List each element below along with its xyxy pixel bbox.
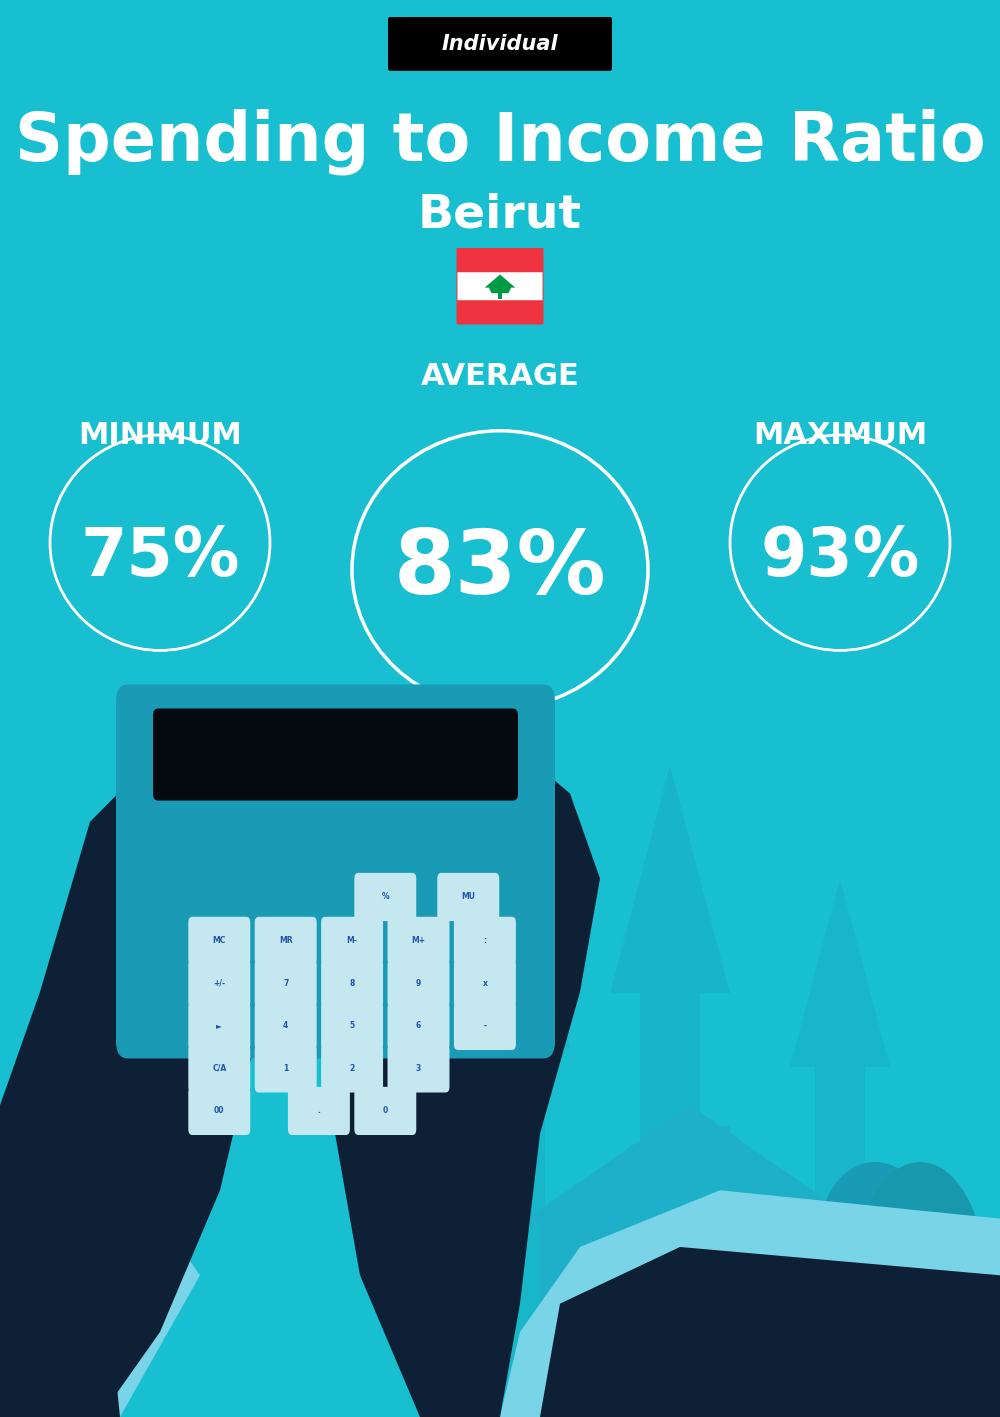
FancyBboxPatch shape bbox=[388, 17, 612, 71]
FancyBboxPatch shape bbox=[664, 1323, 682, 1380]
Text: 7: 7 bbox=[283, 979, 288, 988]
FancyBboxPatch shape bbox=[354, 1087, 416, 1135]
Text: MU: MU bbox=[461, 893, 475, 901]
FancyBboxPatch shape bbox=[288, 1087, 350, 1135]
FancyBboxPatch shape bbox=[454, 959, 516, 1007]
FancyBboxPatch shape bbox=[188, 1002, 250, 1050]
Text: 8: 8 bbox=[349, 979, 355, 988]
Text: MINIMUM: MINIMUM bbox=[78, 421, 242, 449]
Text: ►: ► bbox=[216, 1022, 222, 1030]
FancyBboxPatch shape bbox=[678, 1323, 696, 1380]
FancyBboxPatch shape bbox=[321, 917, 383, 965]
Text: C/A: C/A bbox=[212, 1064, 226, 1073]
Text: 00: 00 bbox=[214, 1107, 225, 1115]
Text: +/-: +/- bbox=[213, 979, 225, 988]
Text: 4: 4 bbox=[283, 1022, 288, 1030]
Text: Individual: Individual bbox=[442, 34, 558, 54]
Ellipse shape bbox=[820, 1162, 930, 1304]
FancyBboxPatch shape bbox=[454, 1002, 516, 1050]
Text: Spending to Income Ratio: Spending to Income Ratio bbox=[15, 109, 985, 174]
FancyBboxPatch shape bbox=[354, 873, 416, 921]
Polygon shape bbox=[0, 751, 300, 1417]
Text: 0: 0 bbox=[383, 1107, 388, 1115]
Polygon shape bbox=[520, 1105, 860, 1224]
FancyBboxPatch shape bbox=[388, 959, 449, 1007]
FancyBboxPatch shape bbox=[388, 917, 449, 965]
Text: 5: 5 bbox=[350, 1022, 355, 1030]
Text: %: % bbox=[381, 893, 389, 901]
FancyBboxPatch shape bbox=[188, 1087, 250, 1135]
FancyBboxPatch shape bbox=[255, 917, 317, 965]
FancyBboxPatch shape bbox=[654, 1308, 702, 1417]
FancyBboxPatch shape bbox=[705, 1127, 730, 1183]
FancyBboxPatch shape bbox=[321, 959, 383, 1007]
FancyBboxPatch shape bbox=[540, 1224, 840, 1417]
Text: MC: MC bbox=[213, 937, 226, 945]
Polygon shape bbox=[610, 765, 730, 1417]
Polygon shape bbox=[0, 1176, 200, 1417]
FancyBboxPatch shape bbox=[388, 1002, 449, 1050]
Polygon shape bbox=[500, 1190, 1000, 1417]
FancyBboxPatch shape bbox=[321, 1002, 383, 1050]
Text: M+: M+ bbox=[412, 937, 426, 945]
Text: 93%: 93% bbox=[760, 524, 920, 589]
FancyBboxPatch shape bbox=[456, 248, 544, 324]
FancyBboxPatch shape bbox=[321, 1044, 383, 1093]
Ellipse shape bbox=[855, 1162, 985, 1389]
Text: Beirut: Beirut bbox=[418, 193, 582, 238]
FancyBboxPatch shape bbox=[255, 1044, 317, 1093]
Text: 75%: 75% bbox=[80, 524, 240, 589]
FancyBboxPatch shape bbox=[437, 873, 499, 921]
Text: 9: 9 bbox=[416, 979, 421, 988]
FancyBboxPatch shape bbox=[188, 917, 250, 965]
FancyBboxPatch shape bbox=[458, 272, 542, 300]
Text: 2: 2 bbox=[349, 1064, 355, 1073]
FancyBboxPatch shape bbox=[454, 917, 516, 965]
FancyBboxPatch shape bbox=[388, 1044, 449, 1093]
FancyBboxPatch shape bbox=[188, 959, 250, 1007]
FancyBboxPatch shape bbox=[153, 708, 518, 801]
Text: MR: MR bbox=[279, 937, 293, 945]
Polygon shape bbox=[520, 1247, 1000, 1417]
FancyBboxPatch shape bbox=[758, 1322, 902, 1363]
Polygon shape bbox=[790, 879, 890, 1417]
Text: 83%: 83% bbox=[394, 526, 606, 614]
Polygon shape bbox=[0, 1162, 120, 1417]
Text: -: - bbox=[483, 1022, 486, 1030]
FancyBboxPatch shape bbox=[768, 1297, 892, 1328]
FancyBboxPatch shape bbox=[255, 1002, 317, 1050]
Text: 3: 3 bbox=[416, 1064, 421, 1073]
Text: $: $ bbox=[868, 1230, 882, 1250]
Polygon shape bbox=[498, 293, 502, 299]
Text: AVERAGE: AVERAGE bbox=[421, 363, 579, 391]
Text: 6: 6 bbox=[416, 1022, 421, 1030]
Text: MAXIMUM: MAXIMUM bbox=[753, 421, 927, 449]
Polygon shape bbox=[485, 275, 515, 293]
FancyBboxPatch shape bbox=[188, 1044, 250, 1093]
FancyBboxPatch shape bbox=[116, 684, 555, 1058]
Text: x: x bbox=[482, 979, 487, 988]
Text: :: : bbox=[483, 937, 486, 945]
Text: $: $ bbox=[911, 1271, 929, 1294]
FancyBboxPatch shape bbox=[255, 959, 317, 1007]
Polygon shape bbox=[330, 751, 600, 1417]
Text: 1: 1 bbox=[283, 1064, 288, 1073]
Text: M-: M- bbox=[347, 937, 358, 945]
Polygon shape bbox=[470, 850, 570, 1417]
Text: .: . bbox=[317, 1107, 320, 1115]
